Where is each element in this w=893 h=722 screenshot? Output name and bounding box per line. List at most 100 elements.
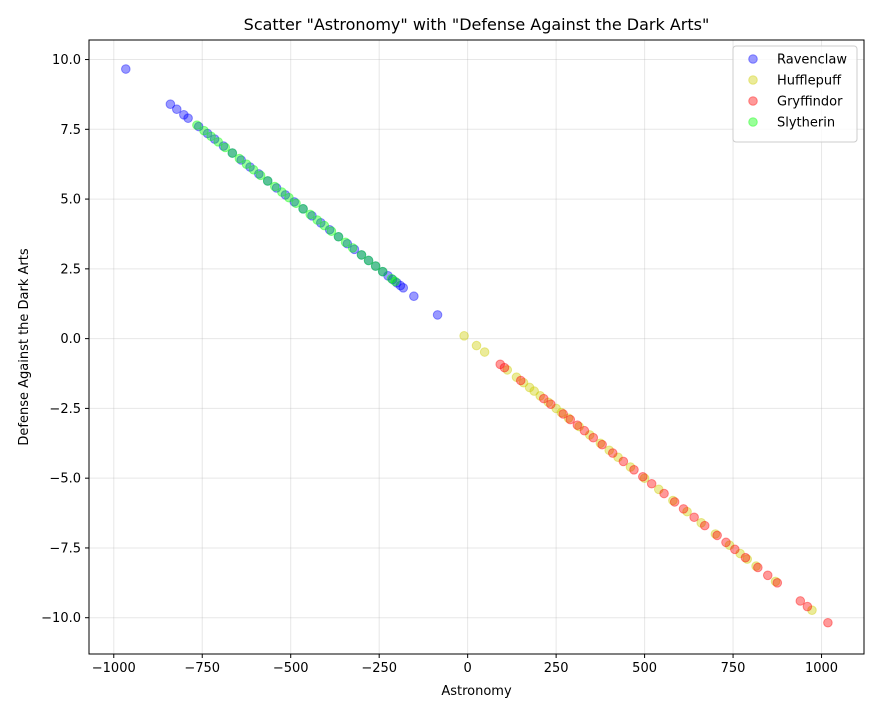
point-slytherin (220, 142, 231, 153)
legend-marker (748, 117, 758, 127)
point-hufflepuff (563, 413, 574, 423)
point-slytherin (377, 266, 388, 277)
point-ravenclaw (236, 155, 246, 165)
point-hufflepuff (529, 386, 539, 396)
point-gryffindor (730, 544, 740, 555)
point-slytherin (347, 243, 358, 253)
point-hufflepuff (807, 605, 817, 615)
point-gryffindor (762, 570, 773, 581)
point-gryffindor (558, 409, 569, 419)
point-gryffindor (740, 552, 751, 563)
point-ravenclaw (262, 176, 273, 186)
point-gryffindor (659, 488, 669, 499)
point-hufflepuff (524, 382, 535, 393)
point-slytherin (390, 276, 400, 287)
x-axis-ticks: −1000 −750 −500 −250 0 250 500 750 1000 (92, 654, 838, 676)
point-slytherin (333, 231, 344, 242)
point-slytherin (312, 215, 323, 225)
point-slytherin (262, 176, 273, 186)
point-slytherin (277, 187, 287, 197)
point-gryffindor (638, 471, 648, 482)
legend-label: Slytherin (777, 116, 835, 131)
x-tick-label: 1000 (805, 661, 838, 676)
x-tick-label: −250 (361, 661, 397, 676)
point-gryffindor (565, 414, 576, 425)
point-hufflepuff (770, 576, 781, 587)
point-gryffindor (823, 617, 833, 628)
point-gryffindor (495, 359, 506, 370)
point-slytherin (284, 192, 294, 203)
chart-title: Scatter "Astronomy" with "Defense Agains… (244, 15, 710, 34)
series-slytherin (192, 120, 400, 287)
point-ravenclaw (363, 255, 374, 266)
data-points (121, 64, 833, 628)
point-hufflepuff (574, 421, 584, 432)
point-slytherin (213, 137, 223, 147)
point-ravenclaw (383, 271, 393, 281)
point-gryffindor (699, 520, 710, 531)
point-slytherin (305, 209, 315, 220)
point-hufflepuff (556, 407, 567, 418)
x-tick-label: 500 (632, 661, 657, 676)
point-hufflepuff (595, 438, 606, 449)
point-gryffindor (515, 375, 526, 386)
point-hufflepuff (604, 445, 615, 456)
point-ravenclaw (254, 169, 264, 179)
y-tick-label: −7.5 (49, 541, 81, 556)
legend-marker (748, 54, 758, 64)
x-tick-label: −1000 (92, 661, 136, 676)
point-ravenclaw (377, 266, 388, 277)
point-hufflepuff (751, 561, 761, 571)
point-hufflepuff (668, 495, 678, 506)
point-hufflepuff (459, 331, 469, 341)
point-hufflepuff (551, 403, 561, 414)
point-ravenclaw (218, 141, 229, 151)
point-slytherin (319, 220, 330, 231)
point-slytherin (255, 170, 266, 181)
point-ravenclaw (193, 121, 204, 132)
point-ravenclaw (342, 238, 353, 249)
point-gryffindor (546, 399, 556, 410)
point-slytherin (340, 237, 351, 248)
point-slytherin (192, 120, 202, 130)
point-ravenclaw (165, 99, 176, 109)
point-hufflepuff (535, 391, 546, 401)
legend: Ravenclaw Hufflepuff Gryffindor Slytherin (732, 45, 858, 143)
point-slytherin (199, 125, 209, 136)
point-gryffindor (772, 578, 783, 588)
point-hufflepuff (625, 462, 636, 472)
point-ravenclaw (271, 183, 282, 193)
point-ravenclaw (298, 204, 308, 214)
point-hufflepuff (735, 548, 745, 559)
point-ravenclaw (245, 162, 255, 172)
point-gryffindor (678, 504, 689, 514)
y-tick-label: 5.0 (60, 193, 81, 208)
point-hufflepuff (653, 484, 664, 495)
point-gryffindor (499, 362, 510, 373)
point-gryffindor (646, 478, 657, 489)
legend-marker (748, 96, 758, 106)
x-tick-label: −750 (184, 661, 220, 676)
point-ravenclaw (202, 128, 213, 139)
y-tick-label: −10.0 (41, 611, 81, 626)
point-slytherin (241, 159, 252, 169)
point-hufflepuff (584, 430, 595, 440)
point-ravenclaw (171, 104, 182, 115)
point-gryffindor (689, 512, 699, 523)
point-slytherin (370, 261, 381, 271)
point-ravenclaw (179, 110, 189, 120)
legend-label: Ravenclaw (777, 53, 847, 68)
point-gryffindor (669, 497, 680, 507)
point-slytherin (356, 250, 367, 260)
series-gryffindor (495, 359, 833, 628)
point-slytherin (248, 164, 259, 175)
point-slytherin (298, 204, 308, 214)
y-axis-label: Defense Against the Dark Arts (17, 248, 32, 445)
point-gryffindor (802, 601, 813, 612)
y-tick-label: −2.5 (49, 402, 81, 417)
legend-label: Hufflepuff (777, 74, 842, 89)
point-gryffindor (629, 465, 639, 475)
x-tick-label: 750 (721, 661, 746, 676)
point-ravenclaw (307, 211, 317, 221)
